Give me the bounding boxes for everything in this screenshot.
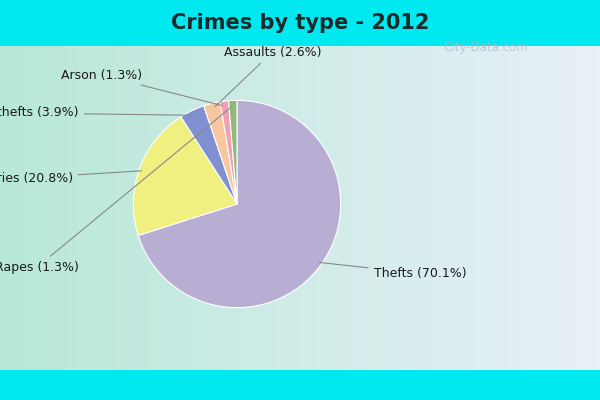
Wedge shape [133, 117, 237, 236]
Wedge shape [220, 101, 237, 204]
Text: Assaults (2.6%): Assaults (2.6%) [215, 46, 321, 106]
Text: City-Data.com: City-Data.com [443, 42, 528, 54]
Text: Thefts (70.1%): Thefts (70.1%) [319, 262, 466, 280]
Text: Rapes (1.3%): Rapes (1.3%) [0, 107, 231, 274]
Text: Burglaries (20.8%): Burglaries (20.8%) [0, 171, 142, 185]
Wedge shape [138, 100, 341, 308]
Wedge shape [204, 102, 237, 204]
Wedge shape [181, 106, 237, 204]
Wedge shape [229, 100, 237, 204]
Text: Arson (1.3%): Arson (1.3%) [61, 68, 222, 106]
Text: Crimes by type - 2012: Crimes by type - 2012 [171, 13, 429, 33]
Text: Auto thefts (3.9%): Auto thefts (3.9%) [0, 106, 191, 120]
